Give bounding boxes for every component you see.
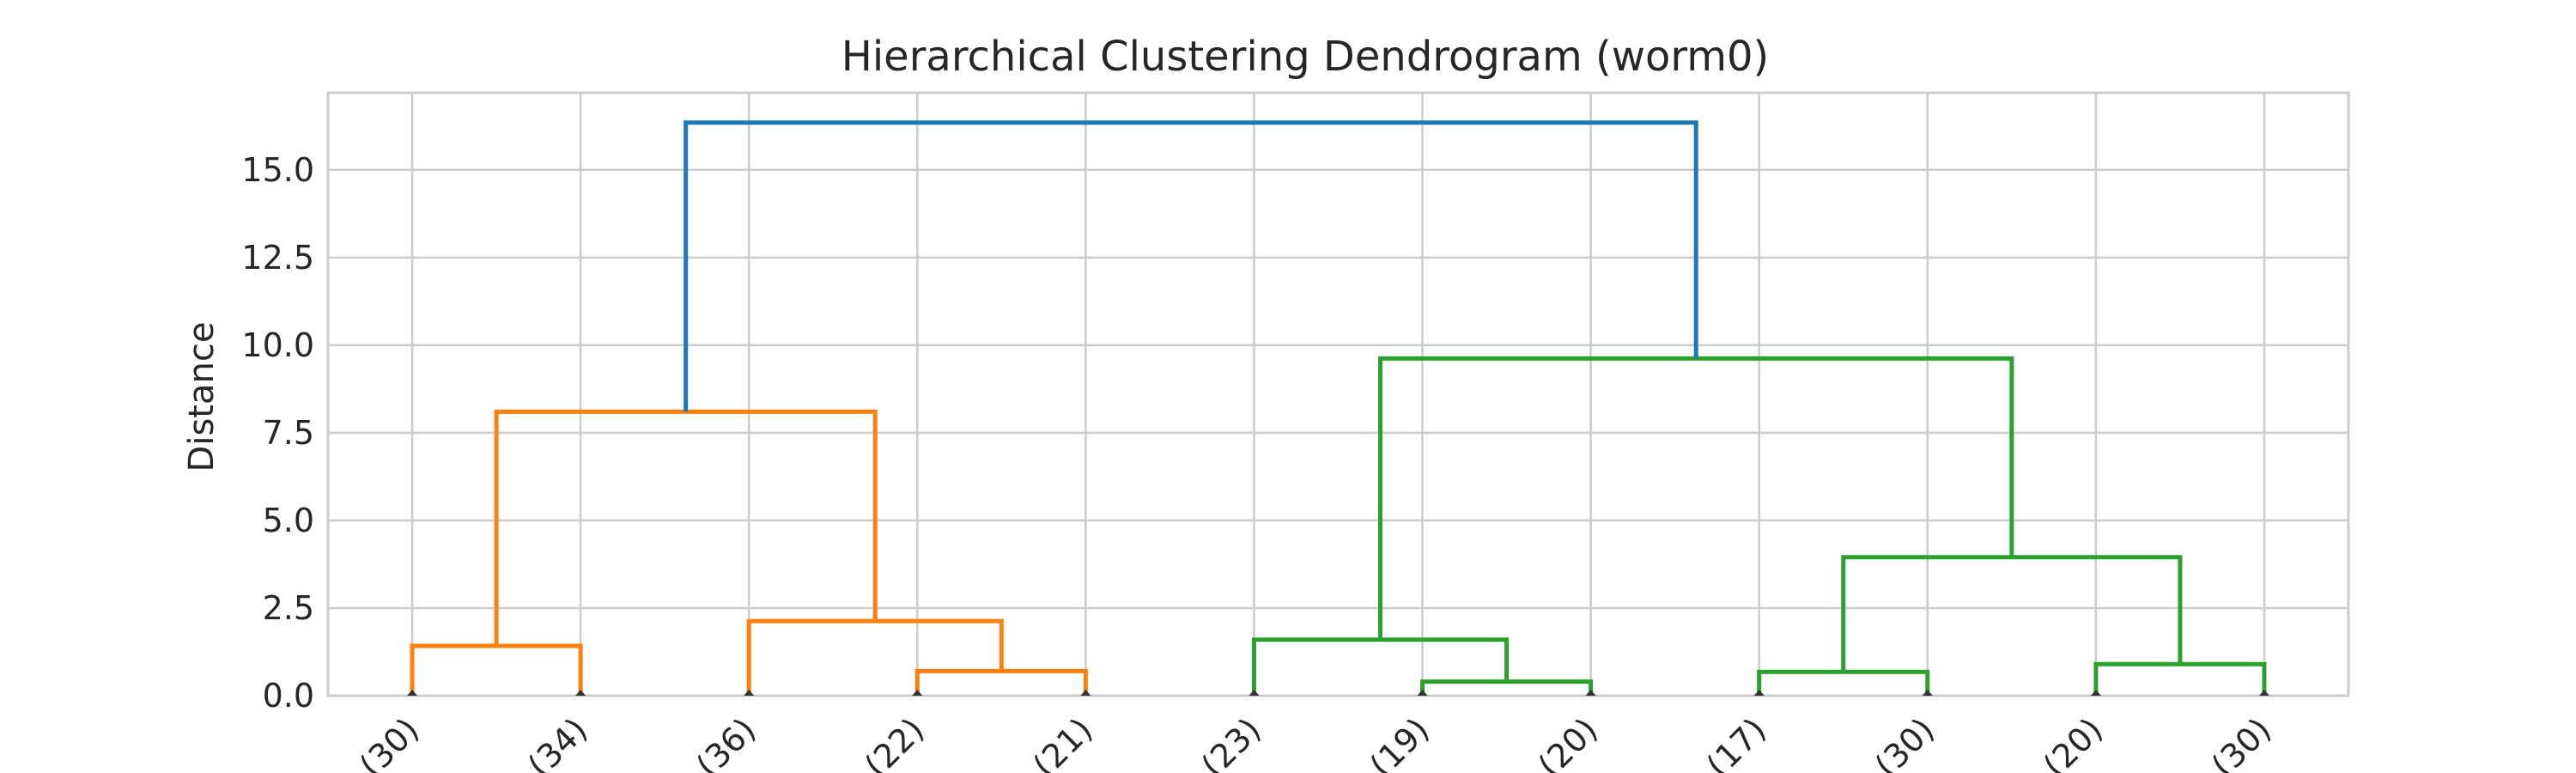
dendrogram-link-9 [1378, 356, 2014, 640]
leaf-label-8: (17) [1699, 710, 1773, 773]
leaf-label-5: (23) [1194, 710, 1268, 773]
dendrogram-link-6 [1757, 669, 1930, 696]
leaf-marker-3 [912, 690, 923, 696]
grid [328, 93, 2348, 697]
leaf-marker-11 [2258, 690, 2269, 696]
leaf-marker-6 [1417, 690, 1428, 696]
leaf-label-0: (30) [352, 710, 426, 773]
y-tick-label-2: 5.0 [263, 502, 314, 539]
leaf-marker-5 [1249, 690, 1260, 696]
leaf-label-6: (19) [1363, 710, 1437, 773]
y-tick-label-3: 7.5 [263, 414, 314, 452]
leaf-label-7: (20) [1531, 710, 1605, 773]
leaf-label-10: (20) [2036, 710, 2110, 773]
leaf-marker-2 [744, 690, 755, 696]
dendrogram-link-0 [410, 643, 583, 696]
leaf-marker-10 [2090, 690, 2101, 696]
y-tick-label-5: 12.5 [241, 239, 314, 277]
leaf-marker-8 [1753, 690, 1765, 696]
y-axis-label: Distance [182, 322, 222, 472]
plot-frame [326, 91, 2350, 697]
dendrogram-link-4 [1420, 679, 1594, 696]
dendrogram-links [410, 120, 2267, 696]
leaf-markers [407, 690, 2269, 696]
y-tick-label-6: 15.0 [241, 151, 314, 189]
chart-title: Hierarchical Clustering Dendrogram (worm… [841, 33, 1770, 81]
dendrogram-link-1 [914, 668, 1088, 696]
x-tick-labels: (30) (34) (36) (22) (21) (23) (19) (20) (17) (30)… [352, 710, 2278, 773]
leaf-label-9: (30) [1868, 710, 1941, 773]
leaf-label-1: (34) [520, 710, 594, 773]
leaf-marker-7 [1585, 690, 1596, 696]
leaf-marker-0 [407, 690, 418, 696]
dendrogram-link-8 [1841, 555, 2183, 673]
leaf-label-3: (22) [857, 710, 931, 773]
y-tick-labels: 0.0 2.5 5.0 7.5 10.0 12.5 15.0 [241, 151, 314, 715]
dendrogram-link-3 [494, 409, 878, 647]
dendrogram-link-7 [2093, 661, 2267, 696]
dendrogram-link-5 [1251, 637, 1510, 696]
y-tick-label-1: 2.5 [263, 589, 314, 627]
leaf-marker-9 [1922, 690, 1933, 696]
dendrogram-link-10 [683, 120, 1698, 412]
leaf-marker-1 [575, 690, 586, 696]
leaf-label-2: (36) [689, 710, 762, 773]
y-tick-label-4: 10.0 [241, 326, 314, 364]
leaf-marker-4 [1080, 690, 1091, 696]
dendrogram-link-2 [746, 618, 1004, 696]
y-tick-label-0: 0.0 [263, 677, 314, 715]
leaf-label-11: (30) [2204, 710, 2278, 773]
leaf-label-4: (21) [1025, 710, 1099, 773]
